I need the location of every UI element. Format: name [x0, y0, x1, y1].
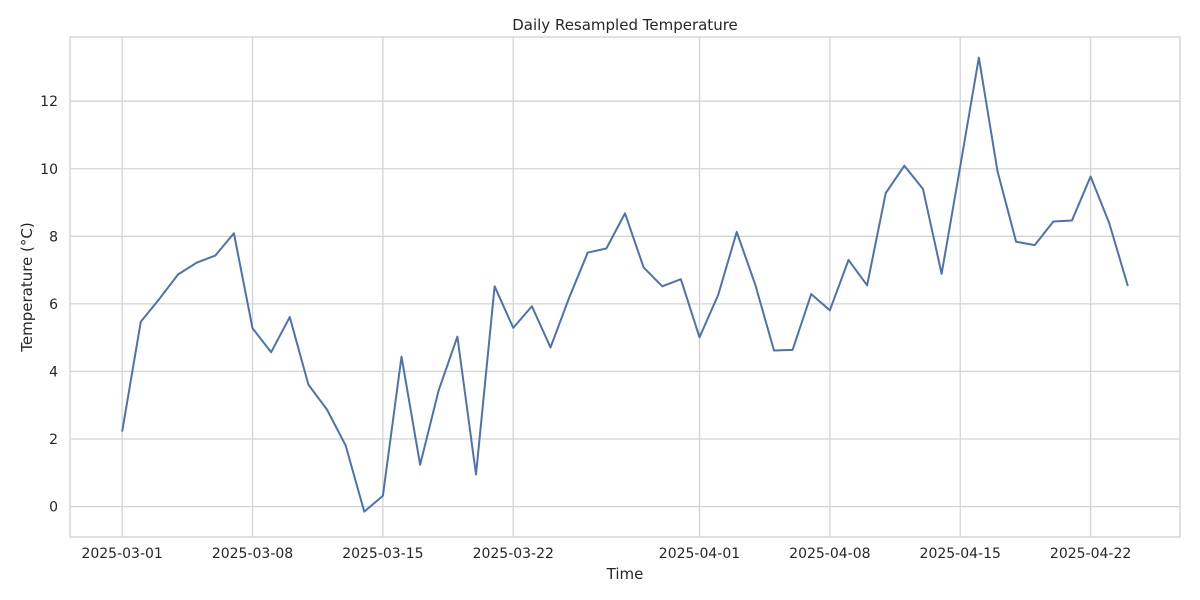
x-tick-label: 2025-03-15	[342, 546, 423, 562]
chart-title: Daily Resampled Temperature	[512, 16, 738, 34]
y-tick-label: 8	[49, 229, 58, 245]
y-tick-label: 6	[49, 297, 58, 313]
grid	[70, 37, 1180, 537]
y-tick-label: 10	[40, 162, 58, 178]
x-tick-label: 2025-03-01	[81, 546, 162, 562]
y-tick-label: 12	[40, 94, 58, 110]
y-tick-label: 2	[49, 432, 58, 448]
x-tick-label: 2025-04-15	[920, 546, 1001, 562]
x-tick-label: 2025-04-08	[789, 546, 870, 562]
y-tick-label: 0	[49, 500, 58, 516]
y-tick-label: 4	[49, 364, 58, 380]
x-tick-label: 2025-04-01	[659, 546, 740, 562]
x-tick-labels: 2025-03-01 2025-03-08 2025-03-15 2025-03-22…	[81, 546, 1131, 562]
x-tick-label: 2025-03-22	[473, 546, 554, 562]
y-tick-labels: 0 2 4 6 8 10 12	[40, 94, 58, 515]
x-tick-label: 2025-03-08	[212, 546, 293, 562]
x-axis-label: Time	[606, 565, 644, 583]
temperature-series-line	[121, 56, 1129, 513]
y-axis-label: Temperature (°C)	[18, 222, 36, 352]
plot-area	[69, 36, 1181, 538]
x-tick-label: 2025-04-22	[1050, 546, 1131, 562]
